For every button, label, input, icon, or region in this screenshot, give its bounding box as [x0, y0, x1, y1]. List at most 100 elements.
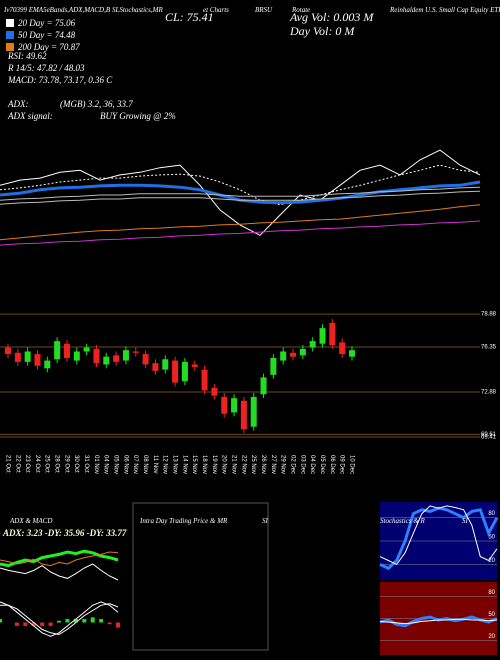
candle-body	[162, 359, 169, 370]
y-tick-label: 76.35	[481, 345, 497, 351]
r-stat: R 14/5: 47.82 / 48.03	[7, 63, 85, 73]
x-tick-label: 22 Oct	[14, 455, 20, 473]
header-text: Reinhaldem U.S. Small Cap Equity ETF) R	[389, 6, 500, 14]
y-tick-label: 20	[488, 558, 495, 564]
macd-stat: MACD: 73.78, 73.17, 0.36 C	[7, 75, 113, 85]
y-tick-label: 78.88	[481, 312, 497, 318]
x-tick-label: 21 Nov	[230, 455, 236, 474]
x-tick-label: 11 Nov	[152, 455, 158, 474]
x-tick-label: 18 Nov	[201, 455, 207, 474]
avg-vol-stat: Avg Vol: 0.003 M	[289, 10, 374, 24]
adx-value: (MGB) 3.2, 36, 33.7	[60, 99, 133, 109]
intraday-panel	[132, 502, 269, 651]
header-text: BRSU	[255, 6, 273, 14]
histogram-bar	[0, 619, 2, 623]
histogram-bar	[14, 622, 19, 626]
candle-body	[83, 347, 90, 352]
x-tick-label: 06 Dec	[329, 455, 335, 474]
candle-body	[250, 396, 257, 427]
candle-body	[132, 351, 139, 353]
adx-stat: ADX:	[7, 99, 29, 109]
candle-body	[44, 360, 51, 369]
x-tick-label: 15 Nov	[191, 455, 197, 474]
candle-body	[191, 364, 198, 368]
candle-body	[54, 341, 61, 360]
series-line	[0, 551, 119, 567]
histogram-bar	[31, 622, 36, 626]
x-tick-label: 14 Nov	[181, 455, 187, 474]
series-line	[0, 220, 481, 246]
series-line	[0, 164, 481, 206]
legend-swatch	[6, 19, 14, 27]
candle-body	[260, 377, 267, 395]
candle-body	[299, 348, 306, 356]
close-stat: CL: 75.41	[165, 10, 214, 24]
x-tick-label: 21 Oct	[4, 455, 10, 473]
x-tick-label: 30 Oct	[73, 455, 79, 473]
day-vol-stat: Day Vol: 0 M	[289, 24, 355, 38]
series-line	[379, 505, 498, 566]
series-line	[379, 618, 498, 625]
y-tick-label: 80	[488, 511, 495, 517]
candle-body	[280, 351, 287, 361]
histogram-bar	[116, 622, 120, 628]
charts: 20 Day = 75.06 50 Day = 74.48 200 Day = 70…	[0, 18, 499, 655]
candle-body	[103, 356, 110, 365]
panel-title: SI	[462, 517, 469, 525]
x-tick-label: 26 Nov	[260, 455, 266, 474]
series-line	[0, 563, 119, 581]
candle-body	[63, 343, 70, 358]
candle-body	[270, 357, 277, 375]
candle-body	[93, 348, 100, 364]
candle-body	[172, 360, 179, 383]
legend-label: 20 Day = 75.06	[18, 18, 76, 28]
adx-label: ADX: 3.23 -DY: 35.96 -DY: 33.77	[2, 528, 127, 538]
series-line	[0, 186, 481, 201]
candle-body	[152, 363, 159, 371]
candle-body	[73, 351, 80, 361]
x-tick-label: 01 Nov	[93, 455, 99, 474]
x-tick-label: 08 Nov	[142, 455, 148, 474]
candle-body	[142, 354, 149, 365]
header-text: et Charts	[203, 6, 229, 14]
x-tick-label: 28 Oct	[54, 455, 60, 473]
candle-body	[309, 341, 316, 348]
candle-body	[349, 350, 355, 357]
x-tick-label: 24 Oct	[34, 455, 40, 473]
x-tick-label: 20 Nov	[221, 455, 227, 474]
panel-title: SI	[262, 517, 269, 525]
candle-body	[211, 387, 218, 396]
candle-body	[201, 369, 208, 391]
candle-body	[319, 328, 326, 344]
histogram-bar	[23, 622, 28, 626]
candle-body	[181, 361, 188, 382]
y-tick-label: 80	[488, 590, 495, 596]
candle-body	[240, 400, 247, 430]
x-tick-label: 13 Nov	[172, 455, 178, 474]
series-line	[0, 601, 119, 637]
candle-body	[290, 352, 297, 357]
candle-body	[34, 354, 41, 366]
header-text: SLStochastics,MR	[112, 6, 163, 14]
legend-label: 50 Day = 74.48	[18, 30, 76, 40]
panel-title: ADX & MACD	[9, 517, 52, 525]
x-tick-label: 04 Dec	[309, 455, 315, 474]
candle-body	[329, 322, 336, 346]
series-line	[0, 603, 119, 636]
y-tick-label: 20	[488, 634, 495, 640]
histogram-bar	[73, 619, 78, 623]
candle-body	[14, 352, 21, 362]
x-tick-label: 05 Nov	[113, 455, 119, 474]
x-tick-label: 07 Nov	[132, 455, 138, 474]
x-tick-label: 25 Oct	[44, 455, 50, 473]
series-line	[0, 204, 481, 241]
x-tick-label: 09 Dec	[339, 455, 345, 474]
candle-body	[231, 398, 238, 413]
x-tick-label: 22 Nov	[240, 455, 246, 474]
x-tick-label: 03 Dec	[299, 455, 305, 474]
x-tick-label: 25 Nov	[250, 455, 256, 474]
x-tick-label: 29 Nov	[280, 455, 286, 474]
rsi-stat: RSI: 49.62	[7, 51, 47, 61]
x-tick-label: 29 Oct	[63, 455, 69, 473]
